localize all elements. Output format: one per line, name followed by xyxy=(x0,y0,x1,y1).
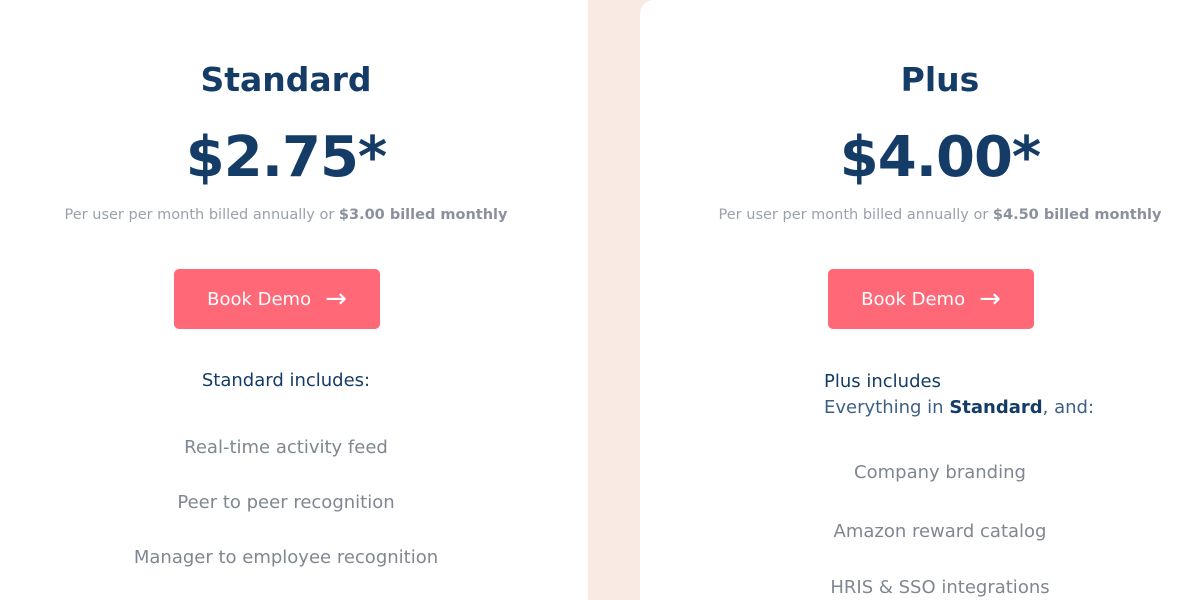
includes-title: Plus includes xyxy=(824,371,941,392)
plan-name: Standard xyxy=(200,60,372,99)
book-demo-button[interactable]: Book Demo → xyxy=(174,269,380,329)
button-label: Book Demo xyxy=(207,288,312,310)
feature-item: Real-time activity feed xyxy=(184,437,388,458)
standard-plan-card: Standard $2.75* Per user per month bille… xyxy=(0,0,588,600)
includes-heading: Standard includes: xyxy=(201,370,371,391)
plan-name: Plus xyxy=(900,60,980,99)
billing-prefix: Per user per month billed annually or xyxy=(64,207,339,223)
billing-monthly: $4.50 billed monthly xyxy=(992,207,1162,223)
feature-item: Manager to employee recognition xyxy=(133,547,439,568)
includes-subtitle: Everything in Standard, and: xyxy=(824,395,1094,421)
arrow-right-icon: → xyxy=(979,284,1001,314)
subtitle-bold: Standard xyxy=(949,397,1043,418)
subtitle-suffix: , and: xyxy=(1042,397,1095,418)
feature-item: HRIS & SSO integrations xyxy=(830,577,1050,598)
plan-price: $2.75* xyxy=(185,125,387,190)
feature-item: Peer to peer recognition xyxy=(177,492,395,513)
book-demo-button[interactable]: Book Demo → xyxy=(828,269,1034,329)
billing-text: Per user per month billed annually or $3… xyxy=(6,207,566,223)
includes-heading: Plus includes Everything in Standard, an… xyxy=(824,369,1094,421)
plan-price: $4.00* xyxy=(839,125,1041,190)
button-label: Book Demo xyxy=(861,288,966,310)
billing-monthly: $3.00 billed monthly xyxy=(338,207,508,223)
arrow-right-icon: → xyxy=(325,284,347,314)
billing-prefix: Per user per month billed annually or xyxy=(718,207,993,223)
subtitle-prefix: Everything in xyxy=(824,397,950,418)
feature-item: Amazon reward catalog xyxy=(833,521,1047,542)
plus-plan-card: Plus $4.00* Per user per month billed an… xyxy=(640,0,1200,600)
billing-text: Per user per month billed annually or $4… xyxy=(660,207,1200,223)
feature-item: Company branding xyxy=(854,462,1026,483)
